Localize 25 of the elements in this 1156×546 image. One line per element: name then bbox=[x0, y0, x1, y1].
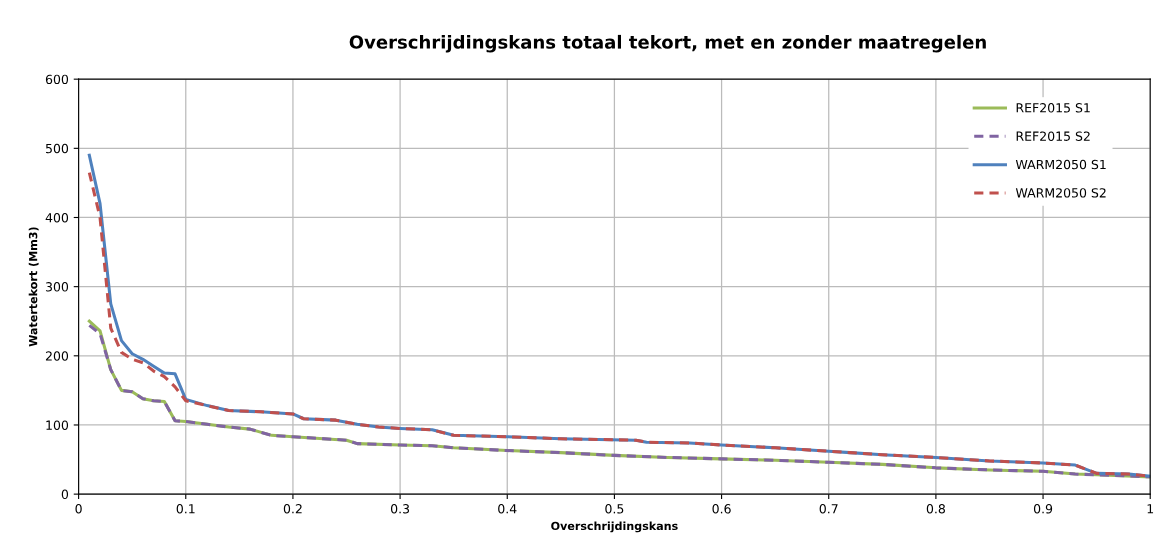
x-tick-label: 0.2 bbox=[283, 504, 302, 514]
y-tick-label: 0 bbox=[61, 489, 69, 500]
legend-label: WARM2050 S1 bbox=[1015, 159, 1106, 170]
x-tick-label: 0.6 bbox=[712, 504, 731, 514]
x-tick-label: 0.9 bbox=[1033, 504, 1053, 514]
y-tick-label: 100 bbox=[46, 420, 69, 430]
legend-label: REF2015 S2 bbox=[1016, 131, 1090, 141]
y-tick-label: 500 bbox=[45, 143, 69, 154]
y-tick-label: 600 bbox=[45, 74, 69, 85]
y-tick-label: 200 bbox=[45, 351, 69, 361]
x-tick-label: 0.4 bbox=[498, 504, 517, 514]
x-axis-title: Overschrijdingskans bbox=[551, 521, 678, 533]
legend-label: WARM2050 S2 bbox=[1015, 188, 1106, 198]
chart-title: Overschrijdingskans totaal tekort, met en zonder maatregelen bbox=[349, 34, 986, 53]
x-tick-label: 0.3 bbox=[390, 504, 410, 514]
x-tick-label: 0.1 bbox=[176, 504, 195, 514]
x-tick-label: 0.8 bbox=[926, 504, 945, 514]
y-tick-label: 300 bbox=[45, 282, 69, 292]
y-axis-title: Watertekort (Mm3) bbox=[28, 227, 39, 347]
x-tick-label: 1 bbox=[1147, 504, 1154, 514]
y-tick-label: 400 bbox=[45, 212, 69, 223]
x-tick-label: 0 bbox=[75, 504, 82, 514]
legend-label: REF2015 S1 bbox=[1016, 103, 1090, 113]
x-tick-label: 0.5 bbox=[605, 504, 624, 514]
x-tick-label: 0.7 bbox=[819, 504, 838, 514]
